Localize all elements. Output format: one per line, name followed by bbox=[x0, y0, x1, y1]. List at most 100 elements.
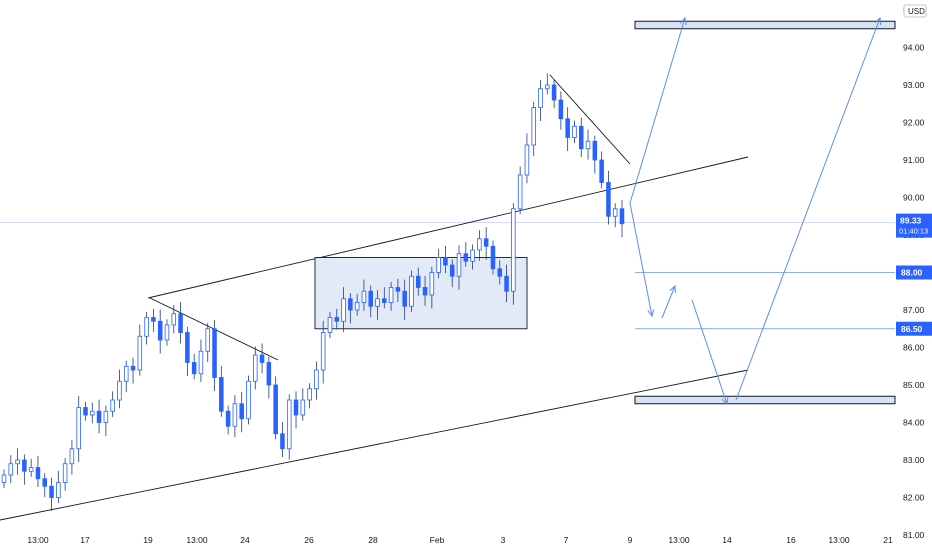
candle bbox=[402, 279, 407, 320]
candle-body-down bbox=[259, 354, 265, 363]
time-tick-label: 13:00 bbox=[668, 535, 690, 545]
level-tag-bg bbox=[896, 321, 932, 336]
candle-body-down bbox=[606, 182, 611, 217]
price-tick-label: 94.00 bbox=[903, 43, 925, 53]
level-tag-value: 88.00 bbox=[901, 268, 923, 278]
candle-body-up bbox=[375, 298, 380, 307]
candle bbox=[456, 245, 462, 290]
candle-body-up bbox=[8, 463, 14, 476]
candle bbox=[531, 101, 536, 156]
price-tick-label: 83.00 bbox=[903, 455, 925, 465]
time-tick-label: 13:00 bbox=[828, 535, 850, 545]
candle bbox=[110, 391, 115, 417]
time-axis[interactable]: 13:00 17 19 13:00 24 26 28 Feb 3 7 9 13:00 14 16 13:00… bbox=[27, 535, 893, 545]
candle bbox=[497, 260, 503, 285]
candle bbox=[103, 405, 109, 436]
arrow-down-to-86-head bbox=[647, 309, 655, 318]
candle bbox=[619, 200, 625, 238]
candle-body-up bbox=[531, 107, 536, 146]
time-tick-label: 13:00 bbox=[27, 535, 49, 545]
candlestick-series bbox=[1, 73, 625, 511]
candle-body-down bbox=[178, 313, 183, 333]
candle bbox=[137, 324, 143, 376]
candle-body-down bbox=[185, 332, 190, 363]
candle-body-up bbox=[436, 257, 441, 273]
candle bbox=[266, 356, 272, 399]
candle bbox=[415, 267, 421, 296]
candle bbox=[354, 293, 360, 316]
time-tick-label: 17 bbox=[80, 535, 90, 545]
candle bbox=[69, 440, 75, 475]
currency-label[interactable]: USD bbox=[903, 4, 927, 18]
candle bbox=[517, 166, 523, 215]
candle bbox=[592, 135, 598, 174]
candle-body-down bbox=[212, 328, 217, 378]
candle-body-up bbox=[545, 84, 550, 90]
candle bbox=[545, 73, 550, 95]
time-tick-label: 9 bbox=[628, 535, 633, 545]
candle bbox=[314, 361, 319, 400]
time-tick-label: 28 bbox=[368, 535, 378, 545]
candle bbox=[123, 360, 129, 393]
candle bbox=[219, 365, 224, 417]
candle-body-up bbox=[517, 174, 523, 210]
candle bbox=[585, 129, 591, 160]
candle bbox=[246, 375, 251, 425]
candle bbox=[232, 395, 238, 438]
candle bbox=[483, 227, 489, 260]
candle bbox=[28, 458, 34, 477]
candle bbox=[151, 308, 156, 333]
candle bbox=[422, 275, 428, 306]
candle bbox=[83, 401, 88, 421]
level-tag-0: 88.00 bbox=[896, 265, 932, 280]
upper-trendline bbox=[147, 156, 749, 299]
candle bbox=[341, 287, 346, 333]
candle-body-down bbox=[443, 257, 448, 266]
candle bbox=[96, 399, 102, 434]
candle bbox=[171, 305, 177, 334]
candle-body-down bbox=[619, 208, 625, 225]
arrow-bounce-up-head bbox=[669, 284, 676, 294]
candle bbox=[511, 203, 516, 305]
candle bbox=[409, 270, 414, 312]
time-tick-label: 14 bbox=[722, 535, 732, 545]
candle-body-down bbox=[382, 298, 387, 303]
resistance-zone bbox=[634, 20, 896, 30]
arrow-up-long bbox=[735, 16, 882, 401]
candle-body-up bbox=[76, 407, 81, 450]
time-tick-label: 26 bbox=[304, 535, 314, 545]
candle bbox=[117, 369, 122, 409]
candle-body-up bbox=[15, 459, 20, 465]
candle bbox=[286, 394, 292, 460]
arrow-down-to-86 bbox=[629, 202, 655, 318]
price-tick-label: 87.00 bbox=[903, 305, 925, 315]
candle bbox=[348, 293, 353, 324]
candle-body-up bbox=[409, 275, 414, 307]
candle-body-down bbox=[266, 362, 272, 386]
candle-body-up bbox=[429, 272, 435, 296]
candle bbox=[8, 455, 14, 484]
candle-body-down bbox=[422, 287, 428, 296]
level-tag-value: 86.50 bbox=[901, 324, 923, 334]
arrow-up-short bbox=[629, 16, 687, 204]
arrow-down-to-84-head bbox=[721, 396, 729, 406]
current-price-tag-bg bbox=[896, 213, 932, 238]
candle bbox=[382, 287, 387, 309]
candle-body-down bbox=[191, 362, 197, 375]
price-tick-label: 91.00 bbox=[903, 155, 925, 165]
candle-body-down bbox=[334, 317, 340, 322]
candle-body-up bbox=[307, 388, 312, 401]
candle bbox=[375, 290, 380, 320]
candle bbox=[443, 245, 448, 274]
candle-body-up bbox=[612, 208, 618, 217]
candle bbox=[490, 240, 496, 275]
candle bbox=[225, 405, 231, 435]
candle bbox=[477, 230, 482, 261]
currency-text: USD bbox=[908, 7, 925, 16]
level-tag-bg bbox=[896, 265, 932, 280]
candle-body-up bbox=[341, 298, 346, 322]
candle bbox=[463, 242, 469, 267]
candle-body-up bbox=[327, 317, 333, 333]
candle-body-down bbox=[402, 290, 407, 307]
